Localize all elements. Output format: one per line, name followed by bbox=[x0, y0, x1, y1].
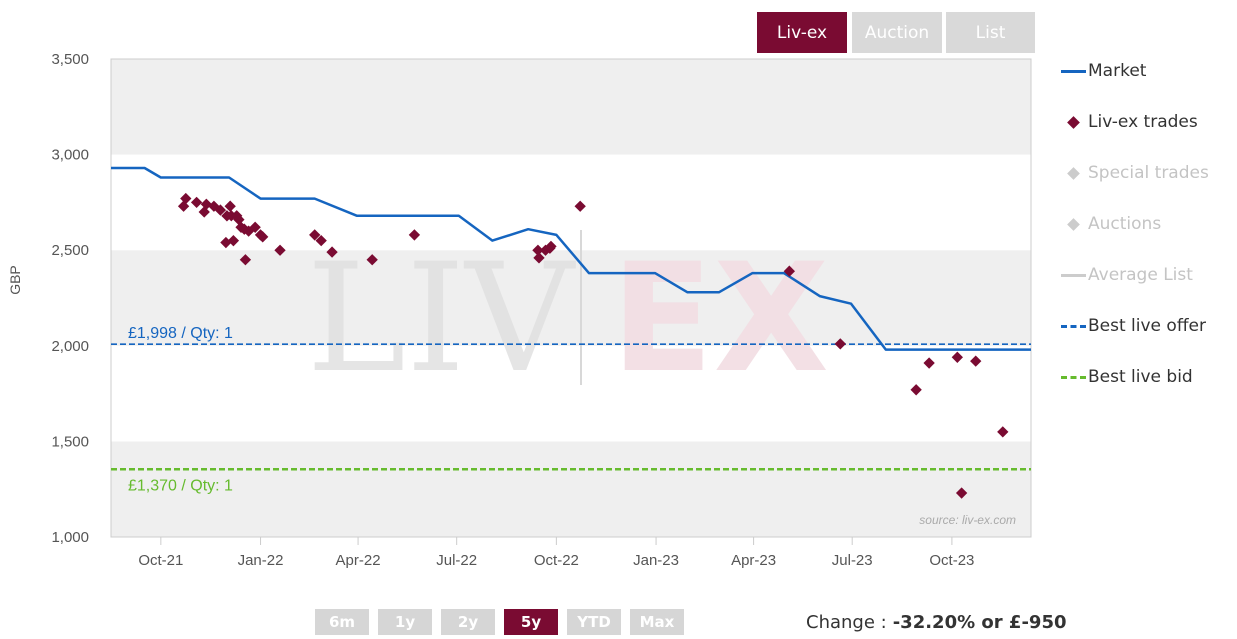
plot-band bbox=[111, 59, 1031, 155]
y-tick-label: 2,000 bbox=[51, 338, 89, 355]
legend-item-liv-ex-trades[interactable]: Liv-ex trades bbox=[1058, 109, 1198, 135]
legend-item-auctions[interactable]: Auctions bbox=[1058, 211, 1161, 237]
liv-ex-trade-point bbox=[190, 196, 203, 209]
x-tick-label: Oct-22 bbox=[534, 552, 579, 569]
legend-label: Market bbox=[1088, 61, 1147, 81]
line-icon bbox=[1058, 273, 1088, 277]
x-tick-label: Jul-22 bbox=[436, 552, 477, 569]
range-2y-button[interactable]: 2y bbox=[441, 609, 495, 635]
liv-ex-trade-point bbox=[227, 235, 240, 247]
range-ytd-button[interactable]: YTD bbox=[567, 609, 621, 635]
liv-ex-trade-point bbox=[955, 487, 968, 499]
liv-ex-trade-point bbox=[783, 265, 795, 277]
liv-ex-trade-point bbox=[180, 192, 192, 205]
liv-ex-trade-point bbox=[408, 229, 421, 241]
liv-ex-trade-point bbox=[326, 246, 338, 258]
legend-item-special-trades[interactable]: Special trades bbox=[1058, 160, 1209, 186]
best-live-offer-label: £1,998 / Qty: 1 bbox=[128, 325, 233, 342]
diamond-icon bbox=[1058, 115, 1088, 129]
watermark-text: LIV bbox=[306, 232, 576, 406]
tab-liv-ex[interactable]: Liv-ex bbox=[757, 12, 847, 53]
liv-ex-trade-point bbox=[366, 254, 378, 266]
range-max-button[interactable]: Max bbox=[630, 609, 684, 635]
market-series-line bbox=[111, 166, 1031, 351]
liv-ex-trade-point bbox=[257, 231, 269, 243]
change-readout: Change : -32.20% or £-950 bbox=[806, 609, 1067, 635]
liv-ex-trade-point bbox=[309, 229, 321, 241]
x-tick-label: Oct-21 bbox=[138, 552, 183, 569]
legend-label: Auctions bbox=[1088, 214, 1162, 234]
liv-ex-trade-point bbox=[545, 240, 557, 253]
diamond-icon bbox=[1058, 166, 1088, 180]
y-axis-label: GBP bbox=[7, 265, 23, 295]
change-label: Change : bbox=[806, 611, 887, 633]
y-tick-label: 1,000 bbox=[51, 529, 89, 546]
change-value: -32.20% or £-950 bbox=[892, 611, 1067, 633]
range-1y-button[interactable]: 1y bbox=[378, 609, 432, 635]
legend-item-best-live-offer[interactable]: Best live offer bbox=[1058, 313, 1206, 339]
tab-auction[interactable]: Auction bbox=[852, 12, 942, 53]
dashed-line-icon bbox=[1058, 324, 1088, 328]
liv-ex-trade-point bbox=[533, 252, 545, 264]
diamond-icon bbox=[1058, 217, 1088, 231]
liv-ex-trade-point bbox=[274, 244, 286, 256]
plot-band bbox=[111, 441, 1031, 537]
legend-label: Liv-ex trades bbox=[1088, 112, 1198, 132]
liv-ex-trade-point bbox=[997, 426, 1009, 438]
plot-border bbox=[110, 58, 1032, 538]
y-tick-label: 3,000 bbox=[51, 147, 89, 164]
liv-ex-trade-point bbox=[834, 338, 846, 350]
range-6m-button[interactable]: 6m bbox=[315, 609, 369, 635]
source-credit: source: liv-ex.com bbox=[919, 513, 1016, 527]
line-icon bbox=[1058, 69, 1088, 73]
liv-ex-trade-point bbox=[910, 384, 922, 396]
y-tick-label: 1,500 bbox=[51, 433, 89, 450]
watermark-text: EX bbox=[611, 232, 829, 406]
liv-ex-trade-point bbox=[224, 200, 236, 212]
plot-band bbox=[111, 345, 1031, 442]
liv-ex-trade-point bbox=[214, 204, 227, 216]
range-5y-button[interactable]: 5y bbox=[504, 609, 558, 635]
legend-label: Special trades bbox=[1088, 163, 1209, 183]
best-live-bid-label: £1,370 / Qty: 1 bbox=[128, 477, 233, 494]
legend-label: Best live bid bbox=[1088, 367, 1193, 387]
legend-label: Best live offer bbox=[1088, 316, 1206, 336]
x-tick-label: Apr-22 bbox=[336, 552, 381, 569]
tab-list[interactable]: List bbox=[946, 12, 1035, 53]
legend-item-best-live-bid[interactable]: Best live bid bbox=[1058, 364, 1193, 390]
y-tick-label: 3,500 bbox=[51, 51, 89, 68]
x-tick-label: Jan-22 bbox=[238, 552, 284, 569]
legend-item-market[interactable]: Market bbox=[1058, 58, 1146, 84]
x-tick-label: Apr-23 bbox=[731, 552, 776, 569]
x-tick-label: Jan-23 bbox=[633, 552, 679, 569]
liv-ex-trade-point bbox=[923, 357, 935, 369]
y-tick-label: 2,500 bbox=[51, 242, 89, 259]
legend-label: Average List bbox=[1088, 265, 1193, 285]
x-tick-label: Jul-23 bbox=[832, 552, 873, 569]
plot-band bbox=[111, 250, 1031, 346]
liv-ex-trade-point bbox=[970, 355, 982, 367]
x-tick-label: Oct-23 bbox=[929, 552, 974, 569]
legend-item-average-list[interactable]: Average List bbox=[1058, 262, 1193, 288]
price-chart: LIV EX 1,000 1,500 2,000 2,500 3,000 3,500 GBP Oc… bbox=[7, 51, 1032, 569]
dashed-line-icon bbox=[1058, 375, 1088, 379]
